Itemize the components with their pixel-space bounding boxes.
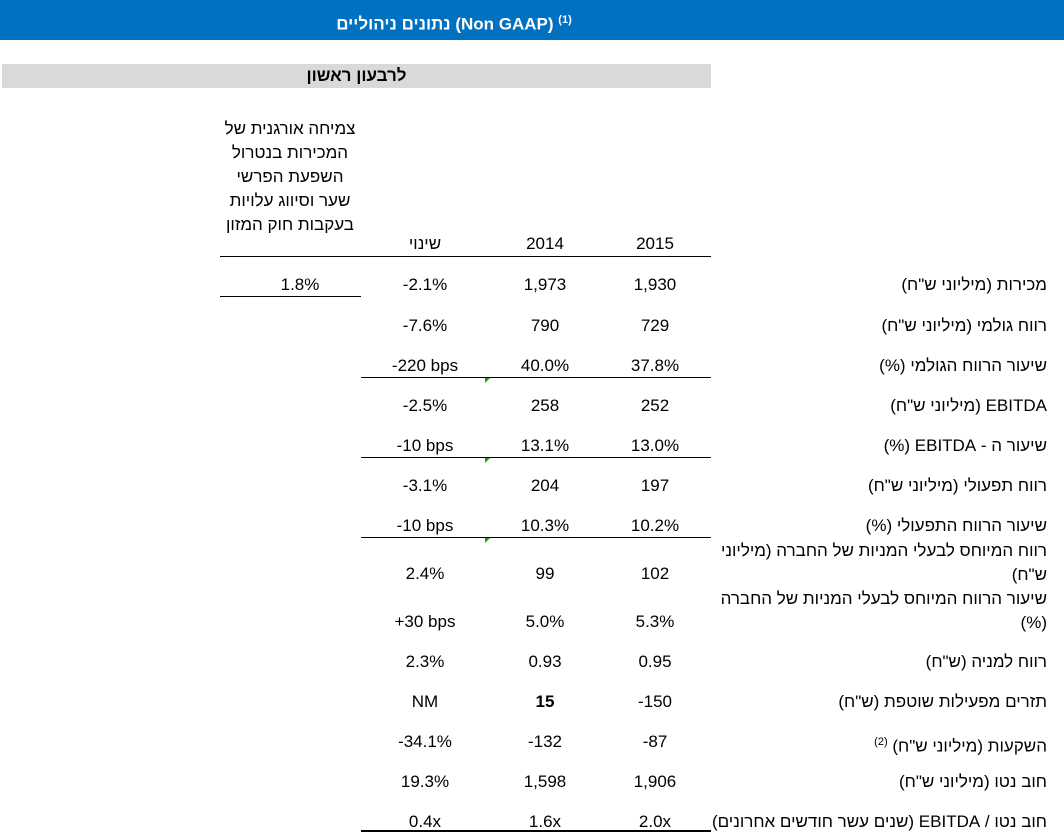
- cell-change: -10 bps: [396, 516, 454, 535]
- row-label-sales: מכירות (מיליוני ש"ח): [901, 275, 1047, 294]
- header-underline: [220, 256, 711, 257]
- cell-change: -10 bps: [396, 436, 454, 455]
- row-label-operating-cash-flow: תזרים מפעילות שוטפת (ש"ח): [838, 692, 1047, 711]
- cell-change: 2.3%: [405, 652, 445, 671]
- comment-marker-icon: [485, 538, 490, 543]
- cell-2015: 252: [640, 396, 670, 415]
- investments-label-text: השקעות (מיליוני ש"ח): [892, 736, 1047, 756]
- cell-2015: -150: [637, 692, 673, 711]
- investments-footnote: (2): [874, 736, 888, 748]
- cell-2015: 5.3%: [635, 612, 675, 631]
- col-2015-header: 2015: [636, 234, 674, 253]
- cell-2015: 2.0x: [638, 812, 672, 831]
- cell-2014: 13.1%: [520, 436, 570, 455]
- row-label-net-debt-ebitda: חוב נטו / EBITDA (שנים עשר חודשים אחרוני…: [711, 812, 1047, 831]
- col-2014-header: 2014: [526, 234, 564, 253]
- cell-2014: 10.3%: [520, 516, 570, 535]
- row-label-operating-profit: רווח תפעולי (מיליוני ש"ח): [867, 476, 1047, 495]
- cell-change: +30 bps: [394, 612, 456, 631]
- cell-change: 2.4%: [405, 564, 445, 583]
- cell-change: -34.1%: [398, 732, 452, 751]
- cell-2014: 258: [530, 396, 560, 415]
- page-title: נתונים ניהוליים (Non GAAP) (1): [254, 0, 654, 40]
- col-change-header: שינוי: [408, 234, 442, 253]
- cell-change: -7.6%: [402, 316, 448, 335]
- cell-2015: 13.0%: [630, 436, 680, 455]
- row-label-operating-margin: שיעור הרווח התפעולי (%): [865, 516, 1047, 535]
- comment-marker-icon: [485, 458, 490, 463]
- comment-marker-icon: [485, 378, 490, 383]
- cell-change: -220 bps: [391, 356, 459, 375]
- row-label-gross-margin: שיעור הרווח הגולמי (%): [879, 356, 1047, 375]
- header-bar: [0, 0, 1064, 40]
- cell-2015: 37.8%: [630, 356, 680, 375]
- organic-growth-header: צמיחה אורגנית של המכירות בנטרול השפעת הפ…: [224, 119, 356, 234]
- cell-2014: 99: [535, 564, 555, 583]
- cell-2014: 204: [530, 476, 560, 495]
- row-divider: [361, 457, 711, 458]
- cell-2014: 5.0%: [525, 612, 565, 631]
- cell-change: 0.4x: [408, 812, 442, 831]
- cell-change: NM: [411, 692, 439, 711]
- cell-change: 19.3%: [400, 772, 450, 791]
- table-bottom-border: [361, 830, 711, 832]
- title-footnote: (1): [558, 14, 572, 26]
- cell-2015: 197: [640, 476, 670, 495]
- cell-change: -2.1%: [402, 275, 448, 294]
- period-title: לרבעון ראשון: [306, 66, 407, 85]
- row-label-ebitda: EBITDA (מיליוני ש"ח): [890, 396, 1047, 415]
- cell-change: -2.5%: [402, 396, 448, 415]
- row-label-eps: רווח למניה (ש"ח): [925, 652, 1047, 671]
- cell-2015: -87: [642, 732, 668, 751]
- title-text: נתונים ניהוליים (Non GAAP): [336, 14, 554, 34]
- row-divider: [361, 537, 711, 538]
- cell-2014: 1,973: [523, 275, 567, 294]
- row-label-net-margin: שיעור הרווח המיוחס לבעלי המניות של החברה…: [720, 589, 1047, 632]
- organic-underline: [220, 296, 361, 297]
- row-label-net-debt: חוב נטו (מיליוני ש"ח): [899, 772, 1047, 791]
- row-label-investments: השקעות (מיליוני ש"ח) (2): [707, 730, 1047, 759]
- cell-2014: 790: [530, 316, 560, 335]
- cell-2015: 10.2%: [630, 516, 680, 535]
- cell-2015: 102: [640, 564, 670, 583]
- cell-2015: 0.95: [638, 652, 672, 671]
- cell-2014: -132: [527, 732, 563, 751]
- cell-2014: 1.6x: [528, 812, 562, 831]
- row-label-gross-profit: רווח גולמי (מיליוני ש"ח): [881, 316, 1047, 335]
- cell-2014: 0.93: [528, 652, 562, 671]
- cell-2014: 15: [535, 692, 555, 711]
- cell-2015: 1,930: [633, 275, 677, 294]
- cell-2015: 729: [640, 316, 670, 335]
- row-label-ebitda-margin: שיעור ה - EBITDA (%): [883, 436, 1047, 455]
- organic-growth-value: 1.8%: [280, 275, 320, 294]
- cell-2015: 1,906: [633, 772, 677, 791]
- cell-2014: 40.0%: [520, 356, 570, 375]
- cell-2014: 1,598: [523, 772, 567, 791]
- row-divider: [361, 377, 711, 378]
- row-label-net-profit: רווח המיוחס לבעלי המניות של החברה (מיליו…: [720, 541, 1047, 584]
- period-bar: [2, 64, 711, 88]
- cell-change: -3.1%: [402, 476, 448, 495]
